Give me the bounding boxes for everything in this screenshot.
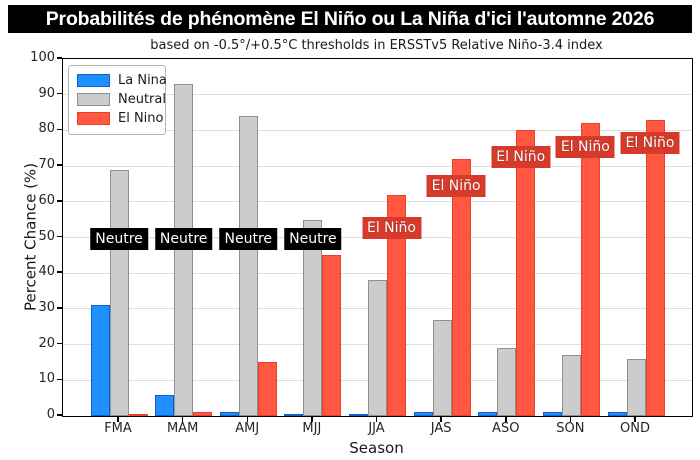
bar-el-nino-jas — [451, 158, 471, 416]
bar-el-nino-aso — [516, 130, 536, 416]
y-tick-label-10: 10 — [38, 371, 55, 387]
bar-neutral-aso — [497, 348, 517, 416]
x-tick-mark-jja — [375, 416, 378, 422]
y-tick-mark-30 — [57, 307, 62, 309]
y-tick-mark-50 — [57, 235, 62, 238]
bar-neutral-jja — [368, 280, 387, 416]
bar-la-nina-aso — [478, 412, 498, 416]
y-tick-label-50: 50 — [38, 228, 55, 244]
bar-la-nina-jja — [349, 414, 368, 416]
y-tick-mark-0 — [57, 414, 62, 416]
gridline-60 — [63, 201, 692, 203]
x-tick-label-fma: FMA — [104, 421, 132, 436]
annotation-neutral-fma: Neutre — [90, 228, 148, 251]
y-tick-mark-100 — [57, 57, 62, 59]
y-tick-label-0: 0 — [46, 407, 55, 422]
gridline-90 — [63, 94, 692, 96]
x-axis-label: Season — [349, 439, 404, 457]
gridline-70 — [63, 165, 692, 167]
x-tick-label-mjj: MJJ — [302, 421, 322, 436]
y-tick-label-60: 60 — [38, 192, 55, 208]
bar-neutral-son — [561, 355, 581, 416]
y-tick-mark-70 — [57, 164, 62, 166]
y-tick-label-90: 90 — [38, 85, 55, 101]
x-tick-mark-amj — [246, 416, 248, 422]
legend: La Nina Neutral El Nino — [68, 65, 167, 135]
annotation-elnino-aso: El Niño — [491, 146, 551, 169]
plot-area: La Nina Neutral El Nino Neutre Neutre Neut… — [62, 58, 693, 417]
bar-la-nina-mam — [155, 394, 175, 416]
neutral-swatch-icon — [77, 93, 110, 106]
bar-el-nino-jja — [387, 194, 406, 416]
y-tick-mark-80 — [57, 128, 62, 131]
el-nino-swatch-icon — [77, 112, 110, 125]
x-tick-label-ond: OND — [620, 421, 650, 436]
bar-el-nino-fma — [128, 414, 148, 416]
legend-item-neutral: Neutral — [77, 90, 166, 109]
legend-label-neutral: Neutral — [118, 92, 166, 107]
x-tick-label-jja: JJA — [368, 421, 385, 436]
x-tick-mark-fma — [117, 416, 119, 422]
bar-el-nino-mam — [193, 412, 213, 416]
bar-la-nina-mjj — [284, 414, 304, 416]
x-tick-label-jas: JAS — [430, 421, 452, 436]
chart-subtitle: based on -0.5°/+0.5°C thresholds in ERSS… — [150, 38, 603, 53]
x-tick-mark-aso — [505, 416, 507, 422]
bar-la-nina-ond — [607, 412, 627, 416]
annotation-elnino-ond: El Niño — [620, 131, 680, 154]
y-tick-mark-20 — [57, 342, 62, 345]
y-tick-mark-60 — [57, 200, 62, 202]
bar-el-nino-ond — [645, 119, 665, 416]
y-tick-mark-40 — [57, 271, 62, 273]
annotation-elnino-jja: El Niño — [362, 216, 421, 239]
annotation-neutral-mam: Neutre — [154, 228, 213, 251]
bar-neutral-jas — [432, 319, 452, 416]
bar-la-nina-jas — [413, 412, 433, 416]
legend-label-el-nino: El Nino — [118, 111, 164, 126]
x-tick-mark-jas — [440, 416, 442, 422]
y-tick-label-40: 40 — [38, 264, 55, 280]
x-tick-label-amj: AMJ — [235, 421, 260, 436]
y-tick-label-30: 30 — [38, 299, 55, 315]
x-tick-mark-mjj — [311, 416, 313, 422]
bar-el-nino-mjj — [322, 255, 342, 416]
bar-el-nino-amj — [257, 362, 277, 416]
x-tick-label-aso: ASO — [492, 421, 520, 436]
bar-el-nino-son — [580, 123, 600, 416]
legend-item-el-nino: El Nino — [77, 109, 164, 128]
bar-neutral-amj — [238, 116, 258, 416]
gridline-80 — [63, 129, 692, 131]
bar-neutral-ond — [626, 358, 646, 416]
bar-la-nina-son — [542, 412, 562, 416]
annotation-elnino-son: El Niño — [555, 136, 615, 159]
x-tick-label-son: SON — [556, 421, 585, 436]
bar-la-nina-fma — [90, 305, 110, 416]
bar-neutral-fma — [109, 169, 129, 416]
x-tick-mark-ond — [634, 416, 636, 422]
la-nina-swatch-icon — [77, 74, 110, 87]
annotation-neutral-amj: Neutre — [219, 228, 278, 251]
y-tick-mark-90 — [57, 92, 62, 95]
y-tick-label-100: 100 — [30, 50, 55, 65]
legend-item-la-nina: La Nina — [77, 71, 167, 90]
y-tick-label-70: 70 — [38, 157, 55, 173]
gridline-40 — [63, 272, 692, 274]
x-tick-mark-son — [569, 416, 572, 422]
x-tick-mark-mam — [181, 416, 184, 422]
legend-label-la-nina: La Nina — [118, 73, 167, 88]
bar-la-nina-amj — [219, 412, 239, 416]
y-tick-mark-10 — [57, 378, 62, 381]
y-tick-label-80: 80 — [38, 121, 55, 137]
bar-neutral-mjj — [303, 219, 323, 416]
annotation-neutral-mjj: Neutre — [284, 228, 342, 251]
chart-title: Probabilités de phénomène El Niño ou La … — [8, 5, 692, 33]
y-tick-label-20: 20 — [38, 335, 55, 351]
x-tick-label-mam: MAM — [166, 421, 199, 436]
annotation-elnino-jas: El Niño — [426, 175, 486, 198]
